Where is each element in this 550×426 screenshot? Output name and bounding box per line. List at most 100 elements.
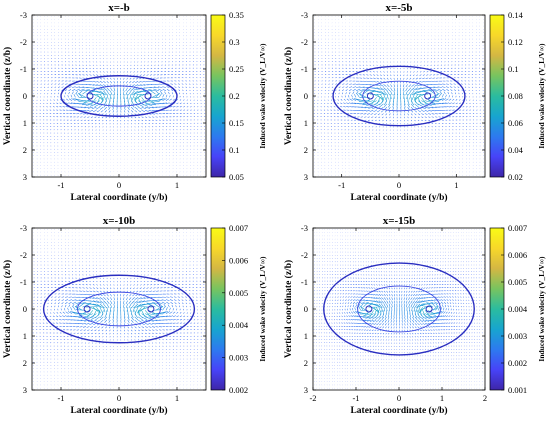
- quiver-arrow: [385, 116, 388, 119]
- quiver-arrow: [383, 100, 388, 106]
- quiver-arrow: [420, 61, 422, 63]
- quiver-arrow: [61, 83, 64, 85]
- quiver-arrow: [429, 71, 432, 73]
- quiver-arrow: [410, 87, 415, 91]
- quiver-arrow: [75, 90, 78, 95]
- quiver-arrow: [110, 84, 113, 88]
- quiver-arrow: [349, 86, 353, 88]
- quiver-arrow: [151, 123, 154, 125]
- quiver-arrow: [44, 83, 46, 85]
- quiver-arrow: [426, 74, 429, 76]
- quiver-arrow: [421, 100, 430, 105]
- quiver-arrow: [417, 113, 421, 116]
- quiver-arrow: [103, 94, 106, 100]
- quiver-arrow: [137, 129, 139, 131]
- quiver-arrow: [95, 129, 97, 131]
- quiver-arrow: [54, 89, 56, 92]
- quiver-arrow: [50, 86, 53, 88]
- quiver-arrow: [99, 84, 104, 87]
- quiver-arrow: [425, 77, 429, 79]
- quiver-arrow: [176, 102, 179, 105]
- quiver-arrow: [390, 87, 393, 92]
- quiver-arrow: [91, 97, 97, 105]
- quiver-arrow: [437, 86, 443, 88]
- colorbar-tick-label: 0.1: [229, 145, 240, 155]
- quiver-arrow: [155, 92, 161, 98]
- quiver-arrow: [110, 87, 113, 92]
- quiver-arrow: [96, 74, 99, 76]
- quiver-arrow: [428, 106, 434, 109]
- quiver-arrow: [351, 102, 357, 105]
- quiver-arrow: [92, 84, 98, 87]
- quiver-arrow: [66, 98, 69, 101]
- quiver-arrow: [103, 74, 105, 77]
- quiver-arrow: [59, 102, 62, 105]
- quiver-arrow: [454, 92, 457, 95]
- quiver-arrow: [189, 86, 191, 88]
- quiver-arrow: [421, 113, 424, 115]
- quiver-arrow: [162, 102, 167, 105]
- quiver-arrow: [382, 119, 384, 122]
- y-axis-label: Vertical coordinate (z/b): [2, 47, 13, 145]
- quiver-arrow: [76, 93, 80, 98]
- quiver-arrow: [103, 71, 105, 73]
- quiver-arrow: [58, 83, 61, 85]
- quiver-arrow: [105, 123, 108, 125]
- quiver-arrow: [340, 99, 343, 101]
- quiver-arrow: [416, 71, 419, 73]
- quiver-arrow: [345, 86, 349, 88]
- quiver-arrow: [169, 106, 173, 108]
- quiver-arrow: [176, 99, 179, 101]
- quiver-arrow: [409, 74, 412, 77]
- quiver-arrow: [147, 64, 149, 66]
- quiver-arrow: [141, 116, 144, 119]
- quiver-arrow: [356, 93, 360, 98]
- quiver-arrow: [383, 94, 387, 100]
- quiver-arrow: [406, 77, 408, 80]
- quiver-arrow: [334, 99, 336, 101]
- quiver-arrow: [141, 80, 146, 83]
- quiver-arrow: [345, 92, 347, 95]
- quiver-arrow: [434, 92, 440, 98]
- quiver-arrow: [363, 113, 367, 115]
- quiver-arrow: [390, 90, 393, 96]
- quiver-arrow: [162, 86, 167, 88]
- quiver-arrow: [138, 106, 143, 110]
- quiver-arrow: [383, 68, 385, 70]
- quiver-arrow: [419, 71, 422, 73]
- quiver-arrow: [378, 119, 381, 122]
- quiver-arrow: [64, 95, 66, 98]
- quiver-arrow: [193, 89, 195, 92]
- quiver-arrow: [407, 106, 410, 110]
- quiver-arrow: [135, 80, 139, 83]
- quiver-arrow: [362, 89, 371, 92]
- quiver-arrow: [136, 74, 139, 76]
- quiver-arrow: [123, 77, 125, 80]
- quiver-arrow: [452, 95, 454, 98]
- quiver-arrow: [421, 119, 423, 122]
- quiver-arrow: [152, 106, 158, 108]
- quiver-arrow: [385, 113, 388, 116]
- colorbar-tick-label: 0.35: [229, 10, 244, 20]
- quiver-arrow: [140, 64, 142, 66]
- quiver-arrow: [377, 113, 381, 116]
- quiver-arrow: [429, 74, 432, 76]
- quiver-arrow: [376, 87, 383, 91]
- y-tick-label: 3: [23, 172, 27, 182]
- quiver-arrow: [373, 64, 375, 66]
- quiver-arrow: [374, 116, 377, 119]
- quiver-arrow: [71, 86, 76, 88]
- quiver-arrow: [476, 106, 478, 108]
- quiver-arrow: [438, 98, 445, 101]
- quiver-arrow: [147, 89, 156, 92]
- quiver-arrow: [110, 71, 112, 73]
- quiver-arrow: [44, 86, 46, 88]
- quiver-arrow: [412, 87, 419, 91]
- quiver-arrow: [103, 67, 105, 70]
- quiver-arrow: [149, 74, 153, 76]
- quiver-arrow: [133, 67, 135, 70]
- quiver-arrow: [104, 106, 108, 110]
- x-tick-label: -1: [57, 180, 64, 190]
- quiver-arrow: [383, 87, 388, 91]
- quiver-arrow: [407, 100, 410, 106]
